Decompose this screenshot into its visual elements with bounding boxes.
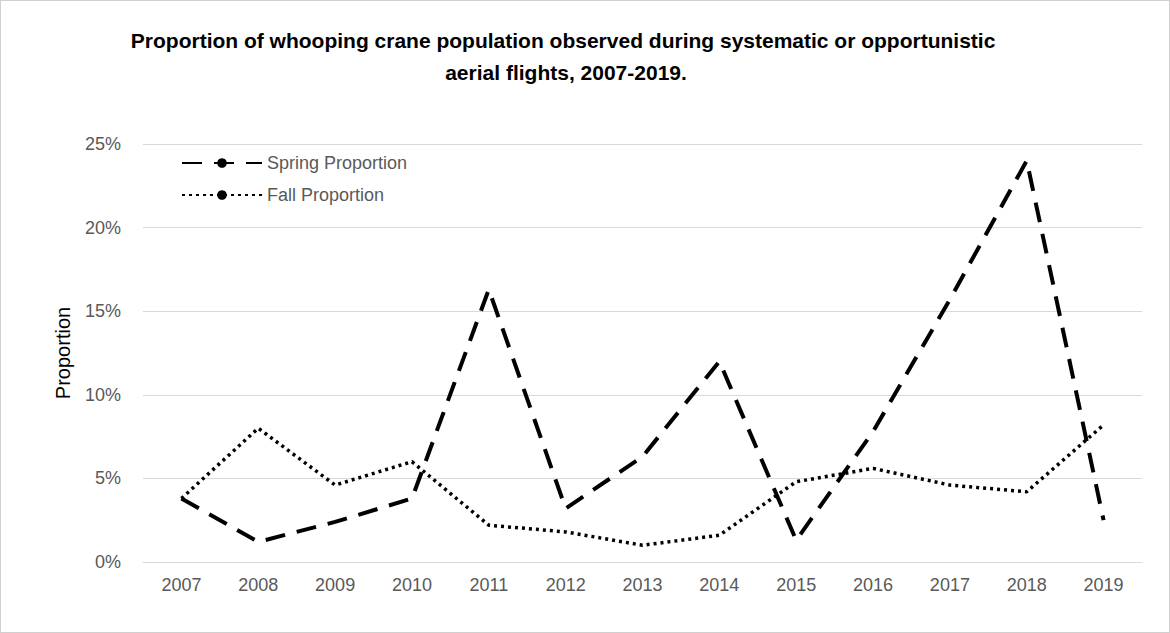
svg-text:2014: 2014 [699,575,739,595]
svg-text:2012: 2012 [546,575,586,595]
svg-text:Fall Proportion: Fall Proportion [267,185,384,205]
svg-text:2019: 2019 [1084,575,1124,595]
svg-text:2008: 2008 [238,575,278,595]
svg-text:15%: 15% [85,301,121,321]
svg-text:2017: 2017 [930,575,970,595]
svg-text:2010: 2010 [392,575,432,595]
svg-text:2013: 2013 [622,575,662,595]
svg-text:2011: 2011 [469,575,508,595]
svg-text:2015: 2015 [776,575,816,595]
svg-text:aerial flights, 2007-2019.: aerial flights, 2007-2019. [445,61,687,84]
svg-text:10%: 10% [85,385,121,405]
svg-text:0%: 0% [95,552,121,572]
svg-text:Proportion: Proportion [52,307,74,399]
svg-text:5%: 5% [95,468,121,488]
svg-text:Spring Proportion: Spring Proportion [267,153,407,173]
svg-text:2016: 2016 [853,575,893,595]
svg-text:Proportion of whooping crane p: Proportion of whooping crane population … [131,29,1001,52]
svg-text:2009: 2009 [315,575,355,595]
svg-text:20%: 20% [85,218,121,238]
svg-text:25%: 25% [85,134,121,154]
svg-text:2007: 2007 [161,575,201,595]
svg-text:2018: 2018 [1007,575,1047,595]
